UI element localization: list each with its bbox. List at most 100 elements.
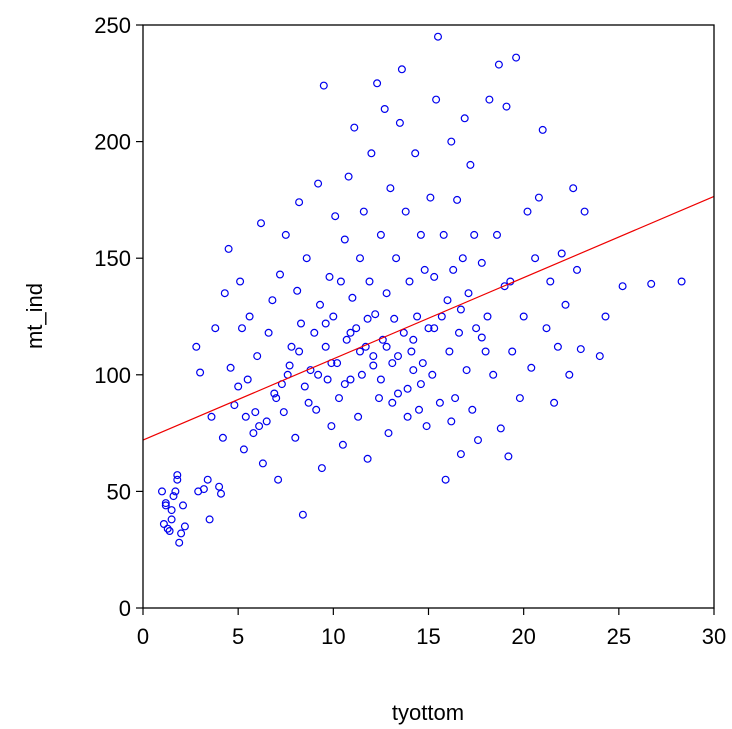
y-tick-label: 200	[94, 130, 131, 155]
scatter-point	[258, 459, 267, 468]
scatter-point	[327, 422, 336, 431]
scatter-point	[192, 342, 201, 351]
scatter-point	[352, 324, 361, 333]
x-tick-label: 0	[137, 624, 149, 649]
scatter-point	[220, 289, 229, 298]
scatter-point	[279, 408, 288, 417]
scatter-point	[365, 277, 374, 286]
scatter-point	[270, 389, 279, 398]
scatter-point	[238, 324, 247, 333]
scatter-point	[466, 160, 475, 169]
scatter-point	[262, 417, 271, 426]
scatter-point	[369, 361, 378, 370]
scatter-point	[430, 272, 439, 281]
scatter-point	[428, 370, 437, 379]
scatter-point	[426, 193, 435, 202]
scatter-point	[460, 114, 469, 123]
scatter-point	[158, 487, 167, 496]
scatter-point	[422, 422, 431, 431]
scatter-point	[376, 230, 385, 239]
scatter-point	[255, 422, 264, 431]
scatter-point	[464, 289, 473, 298]
scatter-point	[268, 296, 277, 305]
scatter-point	[310, 328, 319, 337]
scatter-point	[314, 179, 323, 188]
scatter-point	[483, 312, 492, 321]
scatter-point	[329, 312, 338, 321]
fit-line-layer	[142, 195, 715, 441]
scatter-point	[485, 95, 494, 104]
scatter-point	[161, 501, 170, 510]
scatter-point	[677, 277, 686, 286]
scatter-point	[224, 244, 233, 253]
scatter-point	[494, 60, 503, 69]
scatter-point	[432, 95, 441, 104]
scatter-point	[272, 394, 281, 403]
scatter-point	[401, 207, 410, 216]
scatter-point	[424, 324, 433, 333]
scatter-point	[340, 380, 349, 389]
scatter-point	[515, 394, 524, 403]
scatter-point	[441, 475, 450, 484]
scatter-point	[451, 394, 460, 403]
x-tick-label: 5	[232, 624, 244, 649]
scatter-point	[363, 454, 372, 463]
scatter-point	[434, 32, 443, 41]
scatter-point	[496, 424, 505, 433]
x-axis-ticks: 0 5 10 15 20 25 30	[137, 608, 726, 649]
scatter-point	[456, 450, 465, 459]
scatter-point	[338, 440, 347, 449]
scatter-point	[519, 312, 528, 321]
scatter-point	[557, 249, 566, 258]
scatter-point	[455, 328, 464, 337]
scatter-point	[561, 300, 570, 309]
scatter-point	[335, 394, 344, 403]
scatter-point	[163, 524, 172, 533]
scatter-point	[203, 475, 212, 484]
scatter-point	[380, 104, 389, 113]
scatter-point	[236, 277, 245, 286]
scatter-point	[489, 370, 498, 379]
scatter-point	[542, 324, 551, 333]
x-tick-label: 25	[607, 624, 631, 649]
scatter-point	[321, 319, 330, 328]
scatter-point	[376, 375, 385, 384]
scatter-point	[264, 328, 273, 337]
scatter-point	[165, 526, 174, 535]
scatter-point	[595, 352, 604, 361]
scatter-point	[407, 347, 416, 356]
scatter-point	[336, 277, 345, 286]
scatter-point	[409, 366, 418, 375]
scatter-point	[504, 452, 513, 461]
scatter-point	[287, 342, 296, 351]
scatter-point	[245, 312, 254, 321]
scatter-point	[647, 279, 656, 288]
scatter-point	[239, 445, 248, 454]
scatter-point	[386, 184, 395, 193]
scatter-point	[333, 359, 342, 368]
scatter-point	[512, 53, 521, 62]
x-tick-label: 15	[416, 624, 440, 649]
scatter-point	[173, 471, 182, 480]
y-tick-label: 250	[94, 13, 131, 38]
scatter-point	[474, 436, 483, 445]
scatter-point	[159, 519, 168, 528]
scatter-point	[249, 429, 258, 438]
scatter-point	[205, 515, 214, 524]
scatter-point	[445, 347, 454, 356]
scatter-point	[453, 195, 462, 204]
scatter-point	[350, 123, 359, 132]
scatter-point	[342, 335, 351, 344]
scatter-point	[359, 207, 368, 216]
scatter-point	[415, 405, 424, 414]
scatter-point	[413, 312, 422, 321]
scatter-point	[439, 230, 448, 239]
scatter-point	[293, 286, 302, 295]
scatter-point	[477, 258, 486, 267]
scatter-point	[569, 184, 578, 193]
scatter-point	[298, 510, 307, 519]
scatter-point	[241, 412, 250, 421]
scatter-point	[392, 254, 401, 263]
scatter-point	[382, 342, 391, 351]
